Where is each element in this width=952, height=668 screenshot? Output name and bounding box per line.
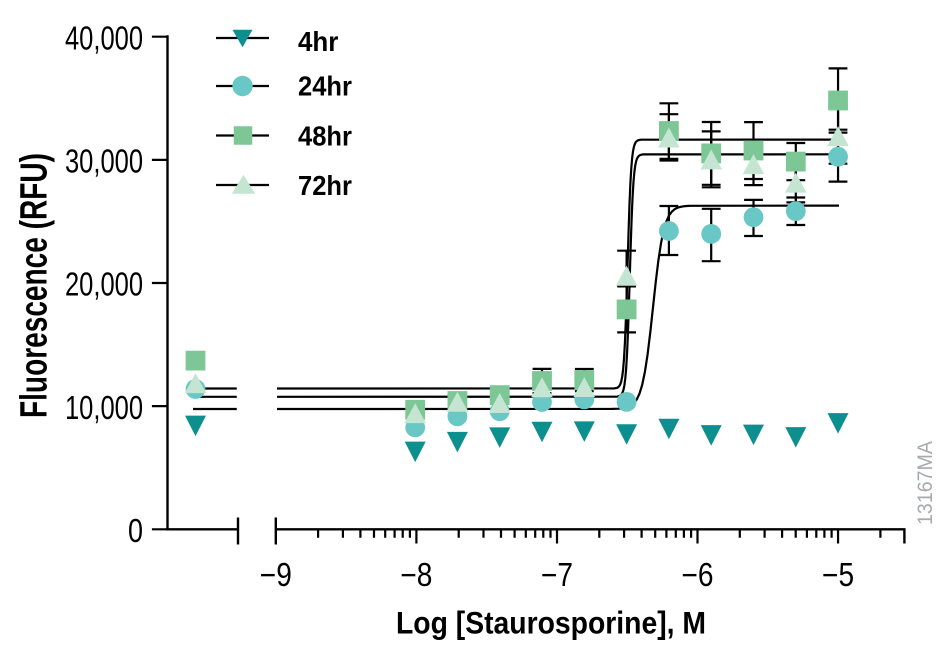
svg-text:−9: −9 (260, 556, 292, 593)
svg-text:−7: −7 (541, 556, 573, 593)
svg-text:−6: −6 (682, 556, 714, 593)
svg-text:13167MA: 13167MA (914, 441, 937, 525)
svg-text:30,000: 30,000 (65, 143, 143, 180)
svg-text:10,000: 10,000 (65, 389, 143, 426)
svg-text:4hr: 4hr (298, 26, 338, 57)
svg-text:Fluorescence (RFU): Fluorescence (RFU) (14, 153, 56, 418)
svg-text:−8: −8 (400, 556, 432, 593)
svg-text:48hr: 48hr (298, 120, 352, 151)
svg-text:40,000: 40,000 (65, 19, 143, 56)
svg-text:−5: −5 (822, 556, 854, 593)
svg-text:24hr: 24hr (298, 71, 352, 102)
svg-text:Log [Staurosporine], M: Log [Staurosporine], M (396, 605, 706, 641)
svg-text:72hr: 72hr (298, 170, 352, 201)
svg-text:0: 0 (128, 512, 143, 549)
svg-text:20,000: 20,000 (65, 266, 143, 303)
